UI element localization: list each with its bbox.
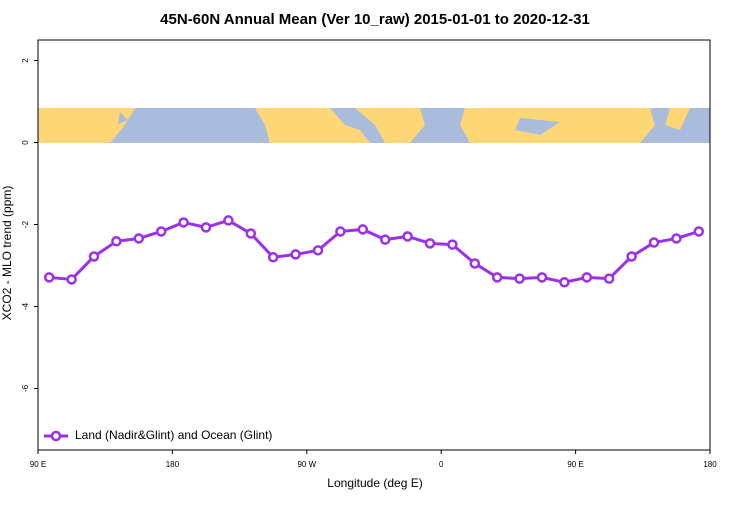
series-line: [49, 218, 700, 284]
land: [255, 108, 370, 143]
point: [335, 226, 346, 237]
x-tick-label: 90 W: [297, 460, 316, 469]
ocean: [515, 118, 560, 135]
point: [178, 217, 189, 228]
point: [581, 272, 593, 283]
point: [693, 226, 705, 237]
point: [447, 239, 458, 250]
point: [603, 273, 615, 284]
point: [469, 258, 481, 269]
x-tick-label: 0: [439, 460, 444, 469]
land: [38, 108, 106, 143]
point: [402, 231, 413, 242]
point: [648, 237, 660, 248]
point: [133, 233, 145, 244]
y-tick-label: -2: [21, 220, 30, 228]
point: [111, 236, 122, 247]
point: [267, 252, 279, 263]
point: [155, 226, 167, 237]
legend-label: Land (Nadir&Glint) and Ocean (Glint): [75, 428, 272, 442]
y-tick-label: 2: [21, 58, 30, 63]
x-tick-label: 180: [703, 460, 717, 469]
point: [245, 228, 257, 239]
point: [514, 273, 525, 284]
y-tick-label: 0: [21, 140, 30, 145]
point: [200, 222, 212, 233]
x-tick-label: 90 E: [30, 460, 46, 469]
ocean: [118, 112, 128, 124]
y-tick-label: -4: [21, 302, 30, 310]
x-tick-label: 90 E: [567, 460, 583, 469]
point: [223, 215, 234, 226]
x-tick-label: 180: [166, 460, 180, 469]
point: [357, 224, 369, 235]
x-axis-label: Longitude (deg E): [327, 476, 422, 490]
point: [424, 238, 436, 249]
point: [43, 272, 55, 283]
point: [379, 234, 391, 245]
point: [536, 272, 548, 283]
y-tick-label: -6: [21, 384, 30, 392]
plot-frame: [37, 39, 711, 451]
land: [355, 108, 425, 143]
point: [66, 274, 77, 285]
point: [626, 251, 637, 262]
point: [671, 233, 682, 244]
point: [88, 251, 100, 262]
point: [290, 249, 301, 260]
map-band: [38, 108, 710, 143]
legend-marker: [50, 430, 62, 442]
land: [460, 108, 655, 143]
y-axis-label: XCO2 - MLO trend (ppm): [0, 186, 14, 321]
point: [559, 277, 570, 288]
point: [312, 245, 324, 256]
land: [106, 108, 135, 143]
land: [665, 108, 690, 130]
point: [491, 272, 503, 283]
chart-title: 45N-60N Annual Mean (Ver 10_raw) 2015-01…: [160, 11, 590, 28]
